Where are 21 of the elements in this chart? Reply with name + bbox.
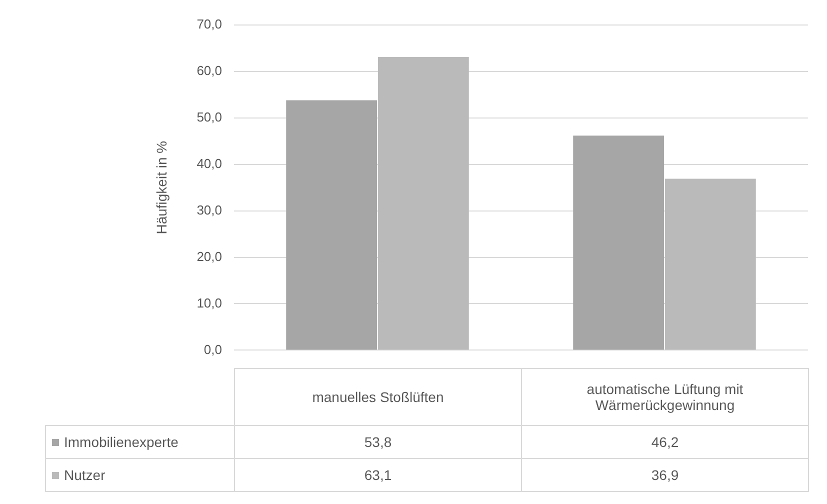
bar (286, 100, 378, 350)
y-tick-label: 70,0 (196, 16, 222, 32)
x-tick-label: manuelles Stoßlüften (234, 368, 522, 426)
legend-label: Immobilienexperte (64, 434, 178, 450)
y-tick-label: 60,0 (196, 63, 222, 78)
y-axis-title: Häufigkeit in % (153, 140, 170, 234)
bar (573, 136, 664, 350)
y-tick-label: 40,0 (196, 156, 222, 171)
bar (664, 178, 756, 350)
data-label: 53,8 (234, 425, 522, 459)
data-label: 36,9 (521, 458, 809, 492)
y-tick-label: 20,0 (196, 248, 222, 264)
y-tick-label: 10,0 (196, 295, 222, 310)
y-tick-label: 50,0 (196, 109, 222, 124)
data-label: 46,2 (521, 425, 809, 459)
y-tick-label: 30,0 (196, 202, 222, 218)
bar (378, 57, 469, 350)
data-label: 63,1 (234, 458, 522, 492)
y-tick-label: 0,0 (204, 342, 222, 357)
x-tick-label: automatische Lüftung mit Wärmerückgewinnung (521, 368, 809, 426)
legend-label: Nutzer (64, 467, 106, 483)
